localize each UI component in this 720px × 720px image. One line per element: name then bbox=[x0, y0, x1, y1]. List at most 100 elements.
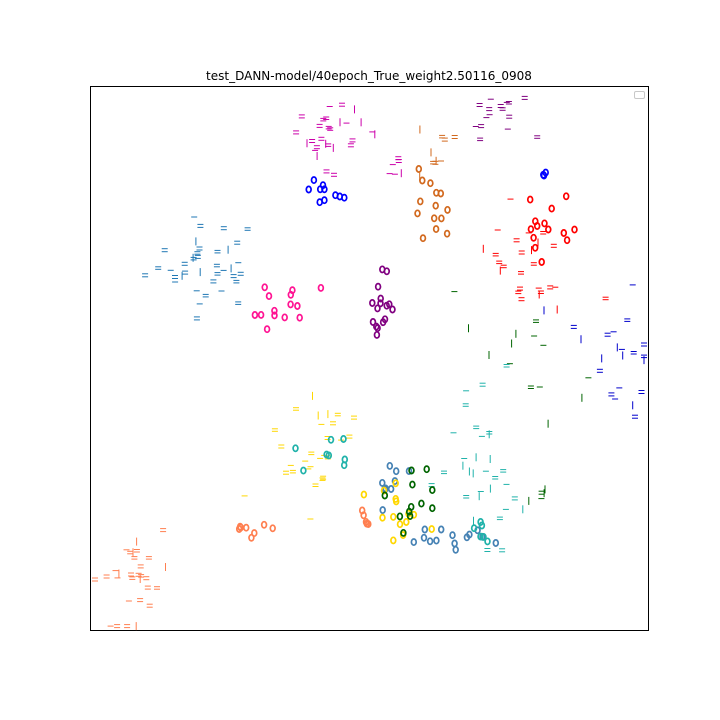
target-point bbox=[419, 234, 427, 243]
target-point bbox=[449, 531, 456, 540]
source-point bbox=[484, 548, 491, 552]
source-point bbox=[214, 249, 221, 254]
target-point bbox=[430, 214, 438, 223]
target-point bbox=[271, 306, 278, 315]
source-point bbox=[210, 279, 217, 284]
chart-title: test_DANN-model/40epoch_True_weight2.501… bbox=[206, 69, 532, 83]
source-point bbox=[182, 270, 189, 275]
source-point bbox=[476, 103, 483, 107]
source-point bbox=[534, 135, 541, 139]
source-point bbox=[517, 286, 523, 291]
source-point bbox=[518, 271, 524, 275]
source-point bbox=[478, 124, 485, 129]
target-point bbox=[419, 176, 426, 185]
source-point bbox=[137, 598, 144, 603]
target-point bbox=[296, 313, 303, 322]
source-point bbox=[143, 576, 150, 581]
source-point bbox=[160, 528, 167, 533]
source-point bbox=[641, 342, 647, 347]
source-point bbox=[293, 407, 299, 411]
target-point bbox=[260, 520, 268, 529]
source-point bbox=[505, 101, 512, 105]
source-point bbox=[602, 296, 609, 301]
target-point bbox=[271, 311, 278, 320]
source-point bbox=[521, 95, 528, 100]
target-point bbox=[405, 507, 413, 516]
target-point bbox=[545, 225, 552, 234]
source-point bbox=[327, 127, 334, 131]
source-point bbox=[114, 624, 121, 629]
source-point bbox=[289, 469, 296, 474]
target-point bbox=[261, 283, 268, 292]
target-point bbox=[379, 506, 386, 515]
source-point bbox=[172, 275, 178, 279]
source-point bbox=[477, 137, 484, 142]
target-point bbox=[287, 290, 295, 299]
source-point bbox=[316, 123, 323, 128]
source-point bbox=[530, 262, 537, 266]
target-point bbox=[341, 455, 349, 464]
target-point bbox=[403, 518, 410, 526]
target-point bbox=[316, 198, 323, 207]
target-point bbox=[406, 512, 414, 521]
target-point bbox=[287, 300, 294, 309]
source-point bbox=[234, 240, 241, 245]
source-point bbox=[127, 550, 134, 555]
source-point bbox=[339, 102, 345, 107]
source-point bbox=[230, 274, 237, 279]
source-point bbox=[540, 231, 547, 235]
source-point bbox=[441, 470, 447, 475]
source-point bbox=[641, 354, 647, 359]
source-point bbox=[320, 117, 327, 122]
target-point bbox=[560, 229, 568, 237]
source-point bbox=[492, 476, 499, 480]
source-point bbox=[334, 412, 341, 417]
source-point bbox=[196, 246, 203, 251]
target-point bbox=[410, 538, 418, 547]
target-point bbox=[373, 330, 381, 339]
target-point bbox=[392, 479, 399, 488]
source-point bbox=[537, 290, 544, 294]
source-point bbox=[518, 250, 525, 255]
source-point bbox=[318, 136, 325, 141]
source-point bbox=[496, 260, 503, 265]
target-point bbox=[477, 532, 484, 541]
target-point bbox=[373, 322, 380, 331]
target-point bbox=[257, 310, 265, 319]
source-point bbox=[463, 495, 470, 499]
target-point bbox=[292, 444, 299, 453]
source-point bbox=[103, 574, 110, 579]
source-point bbox=[503, 364, 510, 368]
source-point bbox=[194, 254, 201, 259]
target-point bbox=[414, 209, 421, 218]
source-point bbox=[351, 415, 357, 420]
source-point bbox=[473, 425, 480, 430]
source-point bbox=[550, 243, 557, 248]
target-point bbox=[362, 517, 370, 526]
target-point bbox=[310, 176, 318, 185]
target-point bbox=[389, 305, 396, 314]
source-point bbox=[293, 130, 300, 135]
source-point bbox=[479, 382, 486, 387]
target-point bbox=[408, 466, 415, 475]
target-point bbox=[541, 219, 548, 228]
target-point bbox=[341, 193, 348, 202]
source-point bbox=[137, 564, 144, 569]
target-point bbox=[444, 205, 451, 214]
target-point bbox=[548, 204, 555, 213]
target-point bbox=[415, 165, 423, 173]
source-point bbox=[330, 421, 336, 426]
source-point bbox=[145, 556, 152, 560]
source-point bbox=[124, 624, 131, 629]
source-point bbox=[499, 107, 506, 111]
source-point bbox=[462, 403, 469, 407]
legend-box bbox=[634, 91, 645, 99]
source-point bbox=[278, 444, 285, 449]
source-point bbox=[138, 574, 145, 578]
source-point bbox=[518, 297, 525, 302]
source-point bbox=[128, 572, 134, 577]
source-point bbox=[283, 470, 289, 475]
source-point bbox=[213, 263, 220, 268]
source-point bbox=[515, 290, 522, 295]
target-point bbox=[360, 511, 367, 520]
